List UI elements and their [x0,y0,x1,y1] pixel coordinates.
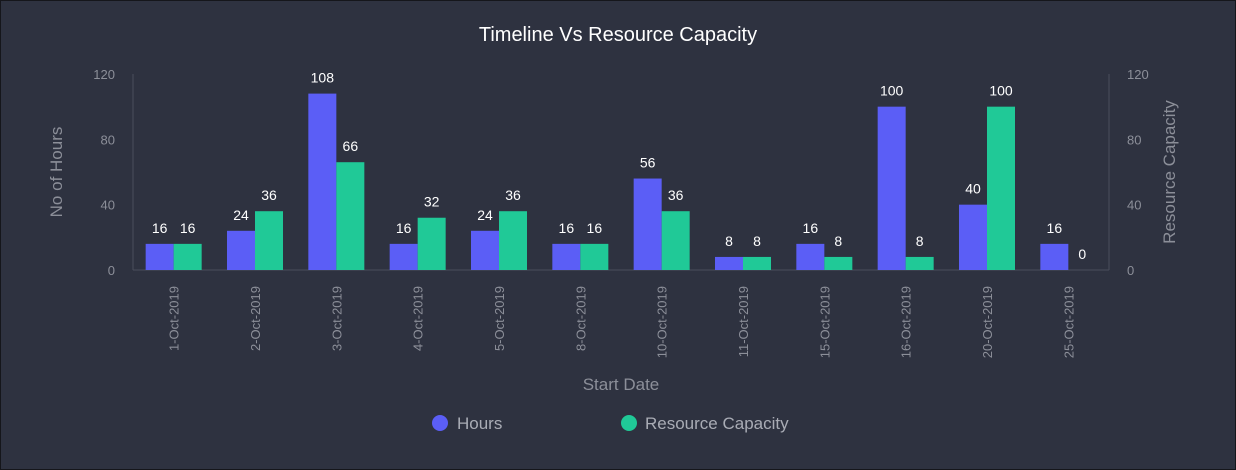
data-label-resource-capacity: 36 [505,187,521,203]
bar-resource-capacity[interactable] [987,106,1015,271]
data-label-resource-capacity: 0 [1078,246,1086,262]
data-label-resource-capacity: 8 [753,233,761,249]
bar-hours[interactable] [796,243,825,270]
data-label-resource-capacity: 8 [834,233,842,249]
bar-resource-capacity[interactable] [499,211,527,270]
bar-hours[interactable] [389,243,418,270]
bar-resource-capacity[interactable] [661,211,690,270]
bar-hours[interactable] [959,204,987,270]
data-label-hours: 24 [233,207,249,223]
data-label-hours: 56 [640,155,656,171]
y-axis-right-title: Resource Capacity [1160,100,1179,244]
bar-resource-capacity[interactable] [824,256,853,270]
bar-hours[interactable] [552,243,581,270]
data-label-resource-capacity: 66 [343,138,359,154]
y-right-tick-label: 0 [1127,263,1134,278]
data-label-hours: 8 [725,233,733,249]
x-axis-ticks: 1-Oct-2019 2-Oct-2019 3-Oct-2019 4-Oct-2019… [167,286,1077,358]
y-axis-left-ticks: 0 40 80 120 [93,67,115,278]
y-left-tick-label: 80 [101,132,115,147]
bar-resource-capacity[interactable] [905,256,934,270]
data-label-resource-capacity: 16 [180,220,196,236]
x-tick-label: 25-Oct-2019 [1061,286,1076,358]
data-label-resource-capacity: 8 [916,233,924,249]
legend-label-resource-capacity: Resource Capacity [645,414,789,433]
x-tick-label: 3-Oct-2019 [329,286,344,351]
data-label-hours: 40 [965,181,981,197]
bar-resource-capacity[interactable] [336,162,365,270]
chart-title: Timeline Vs Resource Capacity [479,24,757,46]
bar-resource-capacity[interactable] [580,243,609,270]
y-axis-left-title: No of Hours [47,127,66,218]
bars-group [145,93,1069,271]
x-tick-label: 16-Oct-2019 [899,286,914,358]
data-label-resource-capacity: 16 [587,220,603,236]
x-tick-label: 15-Oct-2019 [817,286,832,358]
bar-resource-capacity[interactable] [255,211,283,270]
y-right-tick-label: 120 [1127,67,1149,82]
data-label-hours: 16 [559,220,575,236]
bar-resource-capacity[interactable] [743,256,771,270]
bar-resource-capacity[interactable] [417,217,446,270]
legend-marker-hours [432,415,448,431]
y-axis-right-ticks: 0 40 80 120 [1127,67,1149,278]
x-tick-label: 11-Oct-2019 [736,286,751,357]
x-tick-label: 10-Oct-2019 [655,286,670,358]
y-right-tick-label: 40 [1127,198,1141,213]
bar-resource-capacity[interactable] [173,243,202,270]
bar-hours[interactable] [877,106,906,271]
x-tick-label: 2-Oct-2019 [248,286,263,351]
x-axis-title: Start Date [583,375,660,394]
bar-hours[interactable] [633,178,662,270]
data-label-hours: 16 [803,220,819,236]
bar-hours[interactable] [145,243,174,270]
legend-item-hours[interactable]: Hours [432,414,502,433]
data-labels-group: 16 24 108 16 24 16 56 8 16 100 40 16 16 36 66 32 36 16 36 8… [152,70,1087,262]
x-tick-label: 4-Oct-2019 [411,286,426,351]
legend-marker-resource-capacity [621,415,637,431]
x-tick-label: 8-Oct-2019 [573,286,588,351]
data-label-hours: 16 [152,220,168,236]
data-label-hours: 24 [477,207,493,223]
data-label-resource-capacity: 36 [668,187,684,203]
data-label-hours: 108 [311,70,335,86]
x-tick-label: 1-Oct-2019 [167,286,182,351]
bar-hours[interactable] [1040,243,1069,270]
y-left-tick-label: 40 [101,198,115,213]
data-label-hours: 100 [880,83,904,99]
bar-hours[interactable] [471,230,499,270]
bar-hours[interactable] [227,230,255,270]
data-label-hours: 16 [1047,220,1063,236]
data-label-resource-capacity: 36 [261,187,277,203]
bar-hours[interactable] [715,256,743,270]
x-tick-label: 5-Oct-2019 [492,286,507,351]
data-label-resource-capacity: 32 [424,194,440,210]
data-label-hours: 16 [396,220,412,236]
y-left-tick-label: 120 [93,67,115,82]
bar-hours[interactable] [308,93,337,270]
x-tick-label: 20-Oct-2019 [980,286,995,358]
data-label-resource-capacity: 100 [989,83,1013,99]
legend: Hours Resource Capacity [432,414,789,433]
legend-label-hours: Hours [457,414,502,433]
legend-item-resource-capacity[interactable]: Resource Capacity [621,414,789,433]
y-left-tick-label: 0 [108,263,115,278]
y-right-tick-label: 80 [1127,132,1141,147]
